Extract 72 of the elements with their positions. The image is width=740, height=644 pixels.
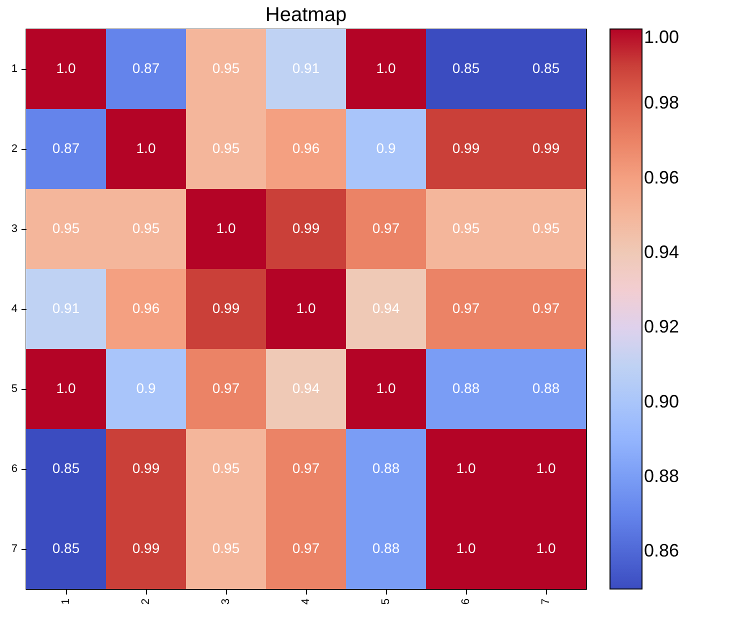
data-label: 0.99 <box>132 540 160 556</box>
data-label: 1.0 <box>56 60 76 76</box>
y-tick-label: 4 <box>11 303 18 315</box>
chart-title: Heatmap <box>265 4 347 26</box>
data-label: 0.88 <box>372 460 400 476</box>
data-label: 0.95 <box>212 460 240 476</box>
data-label: 0.88 <box>372 540 400 556</box>
color-bar-label: 0.98 <box>644 92 680 113</box>
y-tick-label: 6 <box>11 463 18 475</box>
data-label: 0.87 <box>132 60 160 76</box>
data-label: 0.96 <box>292 140 320 156</box>
data-label: 0.85 <box>532 60 560 76</box>
color-bar-label: 0.86 <box>644 540 680 561</box>
data-label: 0.97 <box>292 540 320 556</box>
data-label: 0.97 <box>212 380 240 396</box>
data-label: 0.95 <box>212 140 240 156</box>
x-tick-label: 3 <box>220 598 232 605</box>
data-label: 0.88 <box>532 380 560 396</box>
data-label: 1.0 <box>56 380 76 396</box>
x-tick-label: 2 <box>140 598 152 605</box>
data-label: 0.97 <box>372 220 400 236</box>
data-label: 0.95 <box>212 60 240 76</box>
color-bar-label: 1.00 <box>644 27 680 47</box>
data-label: 1.0 <box>216 220 236 236</box>
data-label: 1.0 <box>536 540 556 556</box>
x-tick-label: 7 <box>540 598 552 605</box>
data-label: 0.94 <box>292 380 320 396</box>
data-label: 1.0 <box>136 140 156 156</box>
data-label: 0.91 <box>52 300 80 316</box>
x-tick-label: 6 <box>460 598 472 605</box>
data-label: 0.91 <box>292 60 320 76</box>
y-tick-label: 1 <box>11 63 18 75</box>
y-tick-label: 2 <box>11 143 18 155</box>
data-label: 0.94 <box>372 300 400 316</box>
data-label: 0.9 <box>376 140 396 156</box>
data-label: 0.85 <box>452 60 480 76</box>
x-tick-label: 5 <box>380 598 392 605</box>
data-label: 1.0 <box>376 380 396 396</box>
color-bar-label: 0.96 <box>644 167 680 188</box>
x-tick-label: 1 <box>60 598 72 605</box>
data-label: 1.0 <box>456 460 476 476</box>
data-label: 0.88 <box>452 380 480 396</box>
data-label: 0.95 <box>52 220 80 236</box>
data-label: 0.99 <box>532 140 560 156</box>
data-label: 0.85 <box>52 540 80 556</box>
color-bar-label: 0.92 <box>644 316 680 337</box>
y-tick-label: 3 <box>11 223 18 235</box>
data-label: 0.95 <box>132 220 160 236</box>
data-label: 0.97 <box>452 300 480 316</box>
data-label: 1.0 <box>536 460 556 476</box>
data-label: 0.99 <box>132 460 160 476</box>
data-label: 0.97 <box>292 460 320 476</box>
data-label: 0.87 <box>52 140 80 156</box>
color-bar-label: 0.90 <box>644 391 680 412</box>
data-label: 0.9 <box>136 380 156 396</box>
data-label: 1.0 <box>376 60 396 76</box>
data-label: 0.99 <box>292 220 320 236</box>
data-label: 0.99 <box>452 140 480 156</box>
y-tick-label: 7 <box>11 543 18 555</box>
x-tick-label: 4 <box>300 598 312 605</box>
data-label: 0.85 <box>52 460 80 476</box>
data-label: 0.95 <box>452 220 480 236</box>
data-label: 0.95 <box>212 540 240 556</box>
color-bar-label: 0.88 <box>644 466 680 486</box>
data-label: 1.0 <box>456 540 476 556</box>
data-label: 0.99 <box>212 300 240 316</box>
data-label: 0.96 <box>132 300 160 316</box>
y-tick-label: 5 <box>11 383 18 395</box>
data-label: 0.95 <box>532 220 560 236</box>
data-label: 1.0 <box>296 300 316 316</box>
data-label: 0.97 <box>532 300 560 316</box>
color-bar-label: 0.94 <box>644 242 680 262</box>
